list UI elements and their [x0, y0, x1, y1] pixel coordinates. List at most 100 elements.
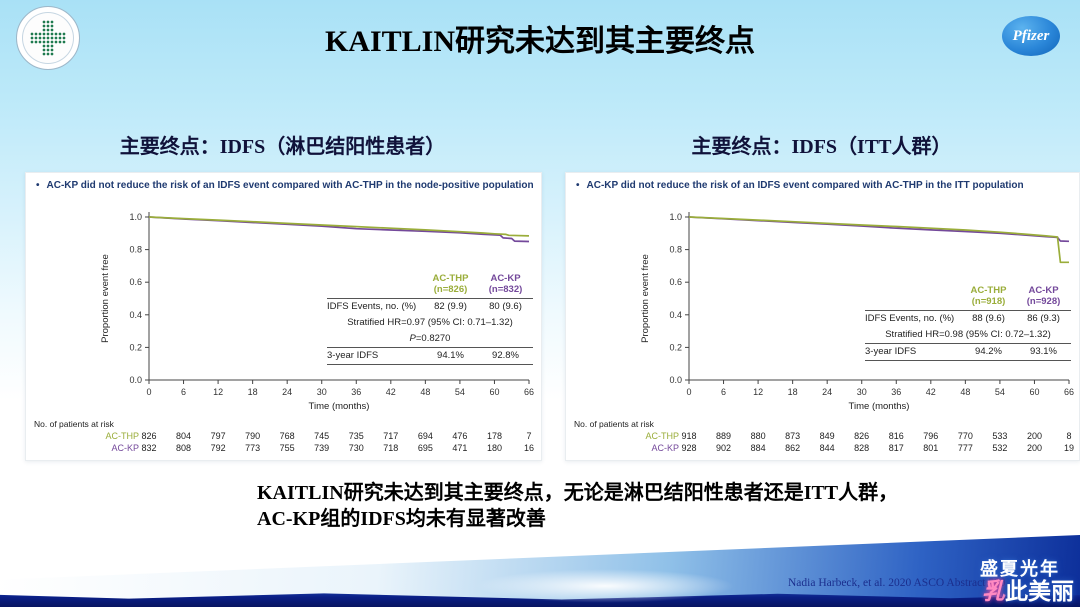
arm-n: (n=918): [971, 296, 1006, 308]
at-risk-value: 200: [1026, 431, 1043, 441]
stats-row-value: 92.8%: [492, 350, 519, 362]
band-sky-gradient: [0, 535, 1080, 607]
stats-row-value: 82 (9.9): [434, 301, 467, 313]
stats-row: 3-year IDFS 94.2% 93.1%: [865, 342, 1071, 360]
stats-column-header-ac-thp: AC-THP (n=826): [423, 273, 478, 296]
at-risk-value: 826: [141, 431, 157, 441]
at-risk-value: 8: [1066, 431, 1072, 441]
band-glow: [475, 569, 736, 603]
stats-row: 3-year IDFS 94.1% 92.8%: [327, 346, 533, 364]
stats-table-node-positive: AC-THP (n=826) AC-KP (n=832) IDFS Events, no…: [327, 273, 533, 365]
stats-row-label: 3-year IDFS: [865, 346, 917, 358]
y-tick-label: 0.8: [669, 245, 682, 255]
at-risk-value: 873: [785, 431, 801, 441]
x-tick-label: 6: [181, 387, 186, 397]
y-tick-label: 0.0: [129, 375, 142, 385]
stats-row-label: IDFS Events, no. (%): [327, 301, 417, 313]
arm-name: AC-KP: [1028, 285, 1059, 296]
at-risk-value: 884: [750, 443, 766, 453]
x-tick-label: 12: [753, 387, 763, 397]
y-axis-title: Proportion event free: [100, 254, 111, 343]
y-axis-title: Proportion event free: [640, 254, 651, 343]
conclusion-line-1: KAITLIN研究未达到其主要终点，无论是淋巴结阳性患者还是ITT人群，: [257, 482, 899, 504]
stats-row: IDFS Events, no. (%) 82 (9.9) 80 (9.6): [327, 299, 533, 315]
stats-column-header-ac-kp: AC-KP (n=928): [1016, 285, 1071, 308]
at-risk-value: 19: [1063, 443, 1074, 453]
y-tick-label: 0.4: [669, 310, 682, 320]
x-tick-label: 0: [146, 387, 151, 397]
subtitle-itt: 主要终点：IDFS（ITT人群）: [691, 136, 952, 158]
pink-ribbon-icon: 乳: [982, 577, 1005, 604]
stats-row-value: 94.2%: [975, 346, 1002, 358]
watermark-line-1: 盛夏光年: [980, 558, 1060, 579]
bullet-text: AC-KP did not reduce the risk of an IDFS…: [586, 180, 1024, 191]
stats-column-header-ac-kp: AC-KP (n=832): [478, 273, 533, 296]
at-risk-value: 718: [383, 443, 399, 453]
km-chart-itt: 0.0 0.2 0.4 0.6 0.8 1.0 0 6 12 18 24 30 36 42 48 54 60 66…: [640, 212, 1074, 412]
x-tick-label: 6: [721, 387, 726, 397]
at-risk-value: 694: [417, 431, 433, 441]
stats-row-value: 80 (9.6): [489, 301, 522, 313]
pfizer-logo: Pfizer: [1002, 16, 1060, 56]
subtitle-node-positive: 主要终点：IDFS（淋巴结阳性患者）: [119, 136, 446, 158]
at-risk-value: 739: [314, 443, 330, 453]
at-risk-table-itt: No. of patients at risk AC-THP 918 889 880 87…: [566, 419, 1079, 457]
at-risk-value: 828: [854, 443, 870, 453]
stats-row-value: 88 (9.6): [972, 313, 1005, 325]
campaign-watermark: 盛夏光年 乳此美丽: [980, 560, 1074, 603]
stats-header-row: AC-THP (n=826) AC-KP (n=832): [327, 273, 533, 299]
at-risk-value: 816: [888, 431, 904, 441]
watermark-line-2: 乳此美丽: [980, 579, 1074, 603]
at-risk-value: 16: [523, 443, 534, 453]
bullet-text: AC-KP did not reduce the risk of an IDFS…: [46, 180, 534, 191]
arm-name: AC-THP: [970, 285, 1007, 296]
panel-itt: • AC-KP did not reduce the risk of an IDF…: [565, 172, 1080, 461]
x-tick-label: 18: [248, 387, 258, 397]
at-risk-value: 928: [681, 443, 697, 453]
green-cross-icon: [42, 20, 54, 56]
at-risk-value: 808: [175, 443, 192, 453]
at-risk-value: 801: [923, 443, 939, 453]
conclusion-line-2: AC-KP组的IDFS均未有显著改善: [257, 508, 546, 531]
stats-row-value: 94.1%: [437, 350, 464, 362]
y-tick-label: 0.2: [669, 342, 682, 352]
at-risk-value: 178: [486, 431, 503, 441]
x-tick-label: 54: [455, 387, 465, 397]
km-curve-ac-thp: [688, 216, 1069, 264]
at-risk-value: 880: [750, 431, 766, 441]
bullet-dot: •: [36, 180, 40, 191]
at-risk-value: 817: [888, 443, 904, 453]
arm-name: AC-KP: [490, 273, 521, 284]
pfizer-logo-text: Pfizer: [1012, 27, 1050, 44]
at-risk-value: 471: [452, 443, 468, 453]
stats-row: IDFS Events, no. (%) 88 (9.6) 86 (9.3): [865, 311, 1071, 327]
at-risk-value: 902: [715, 443, 732, 453]
x-axis-title: Time (months): [849, 401, 910, 412]
x-tick-label: 48: [960, 387, 970, 397]
at-risk-value: 796: [923, 431, 939, 441]
at-risk-value: 844: [819, 443, 835, 453]
at-risk-value: 832: [141, 443, 157, 453]
at-risk-title: No. of patients at risk: [34, 419, 114, 429]
stats-header-spacer: [327, 273, 423, 296]
at-risk-value: 476: [452, 431, 468, 441]
x-tick-label: 12: [213, 387, 223, 397]
x-tick-label: 60: [1029, 387, 1039, 397]
at-risk-value: 532: [992, 443, 1008, 453]
at-risk-value: 849: [819, 431, 835, 441]
at-risk-value: 200: [1026, 443, 1043, 453]
y-tick-label: 0.6: [129, 277, 142, 287]
panel-node-positive: • AC-KP did not reduce the risk of an IDF…: [25, 172, 542, 461]
x-tick-label: 54: [995, 387, 1005, 397]
x-tick-label: 30: [317, 387, 327, 397]
conclusion-text: KAITLIN研究未达到其主要终点，无论是淋巴结阳性患者还是ITT人群， AC-…: [257, 480, 898, 533]
km-curve-ac-kp: [688, 216, 1070, 243]
at-risk-value: 735: [348, 431, 364, 441]
at-risk-value: 797: [210, 431, 226, 441]
hospital-logo: [16, 6, 80, 70]
at-risk-series-label: AC-THP: [105, 431, 140, 441]
at-risk-value: 862: [785, 443, 801, 453]
stats-column-header-ac-thp: AC-THP (n=918): [961, 285, 1016, 308]
arm-n: (n=928): [1026, 296, 1061, 308]
